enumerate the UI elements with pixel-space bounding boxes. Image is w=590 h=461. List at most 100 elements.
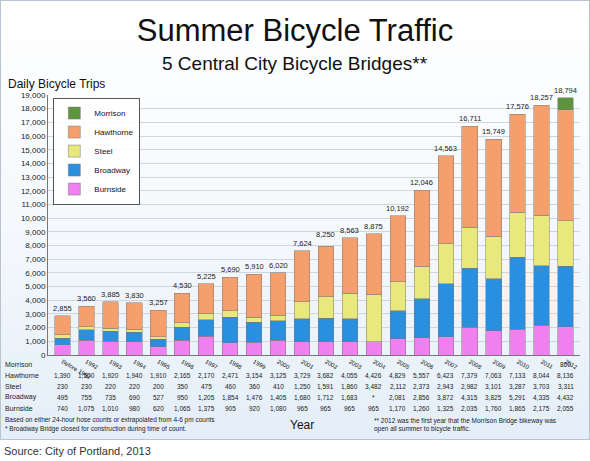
svg-text:1992: 1992 [84, 358, 99, 370]
svg-text:8,563: 8,563 [340, 226, 359, 235]
svg-text:1,325: 1,325 [437, 405, 454, 412]
svg-text:1,712: 1,712 [317, 394, 334, 401]
svg-text:4,055: 4,055 [341, 372, 358, 379]
svg-text:0: 0 [41, 351, 46, 360]
svg-text:8,250: 8,250 [316, 230, 335, 239]
svg-text:3,830: 3,830 [125, 291, 144, 300]
svg-text:965: 965 [320, 405, 331, 412]
svg-text:14,563: 14,563 [434, 144, 457, 153]
svg-text:2,170: 2,170 [198, 372, 215, 379]
svg-text:410: 410 [273, 383, 284, 390]
svg-text:Morrison: Morrison [5, 361, 32, 368]
svg-text:Steel: Steel [94, 147, 112, 156]
svg-text:1,940: 1,940 [126, 372, 143, 379]
svg-text:7,624: 7,624 [293, 239, 312, 248]
svg-text:3,154: 3,154 [246, 372, 263, 379]
svg-text:2003: 2003 [348, 358, 363, 370]
svg-text:920: 920 [249, 405, 260, 412]
svg-text:2008: 2008 [468, 358, 483, 370]
svg-text:18,794: 18,794 [554, 86, 577, 95]
svg-text:3,885: 3,885 [101, 290, 120, 299]
svg-text:2,000: 2,000 [25, 323, 46, 332]
svg-text:1,250: 1,250 [294, 383, 311, 390]
svg-text:200: 200 [153, 383, 164, 390]
svg-text:1,390: 1,390 [54, 372, 71, 379]
svg-text:14,000: 14,000 [21, 159, 46, 168]
svg-text:2,982: 2,982 [461, 383, 478, 390]
svg-text:3,560: 3,560 [77, 294, 96, 303]
svg-text:2,035: 2,035 [461, 405, 478, 412]
svg-text:1,010: 1,010 [102, 405, 119, 412]
svg-text:3,872: 3,872 [437, 394, 454, 401]
svg-text:1,405: 1,405 [270, 394, 287, 401]
svg-text:2001: 2001 [300, 358, 315, 370]
svg-text:1998: 1998 [228, 358, 243, 370]
svg-text:2,175: 2,175 [533, 405, 550, 412]
svg-text:Morrison: Morrison [94, 109, 125, 118]
svg-text:4,432: 4,432 [557, 394, 574, 401]
svg-text:735: 735 [105, 394, 116, 401]
svg-text:965: 965 [368, 405, 379, 412]
svg-text:8,136: 8,136 [557, 372, 574, 379]
svg-text:860: 860 [560, 361, 571, 368]
svg-text:1,860: 1,860 [341, 383, 358, 390]
svg-text:** 2012 was the first year tha: ** 2012 was the first year that the Morr… [374, 417, 557, 433]
svg-text:690: 690 [129, 394, 140, 401]
svg-text:755: 755 [81, 394, 92, 401]
svg-text:10,000: 10,000 [21, 214, 46, 223]
svg-text:2,943: 2,943 [437, 383, 454, 390]
svg-text:4,829: 4,829 [389, 372, 406, 379]
svg-text:Year: Year [290, 418, 314, 432]
svg-text:3,257: 3,257 [149, 298, 168, 307]
svg-text:2,055: 2,055 [557, 405, 574, 412]
svg-text:230: 230 [81, 383, 92, 390]
svg-text:Steel: Steel [5, 383, 21, 390]
svg-text:5,690: 5,690 [221, 265, 240, 274]
svg-text:Burnside: Burnside [94, 185, 126, 194]
svg-text:Summer Bicycle Traffic: Summer Bicycle Traffic [137, 13, 453, 48]
svg-text:1,591: 1,591 [317, 383, 334, 390]
svg-text:2007: 2007 [444, 358, 459, 370]
svg-text:11,000: 11,000 [22, 200, 46, 209]
svg-text:980: 980 [129, 405, 140, 412]
svg-text:3,000: 3,000 [25, 310, 46, 319]
svg-text:8,000: 8,000 [25, 241, 46, 250]
svg-text:740: 740 [57, 405, 68, 412]
svg-text:7,000: 7,000 [25, 255, 46, 264]
svg-text:620: 620 [153, 405, 164, 412]
svg-text:460: 460 [225, 383, 236, 390]
svg-text:495: 495 [57, 394, 68, 401]
svg-text:2,081: 2,081 [389, 394, 406, 401]
svg-text:18,000: 18,000 [21, 104, 46, 113]
svg-text:1997: 1997 [204, 358, 219, 370]
svg-text:Broadway: Broadway [5, 393, 37, 401]
svg-text:7,379: 7,379 [461, 372, 478, 379]
svg-text:2000: 2000 [276, 358, 291, 370]
svg-text:3,703: 3,703 [533, 383, 550, 390]
svg-text:2,165: 2,165 [174, 372, 191, 379]
svg-text:Broadway: Broadway [94, 166, 130, 175]
svg-text:1994: 1994 [132, 358, 147, 370]
svg-text:18,257: 18,257 [530, 93, 553, 102]
svg-text:Burnside: Burnside [5, 405, 33, 412]
svg-text:4,426: 4,426 [365, 372, 382, 379]
svg-text:5 Central City Bicycle Bridges: 5 Central City Bicycle Bridges** [162, 53, 428, 74]
svg-text:1,680: 1,680 [294, 394, 311, 401]
svg-text:12,046: 12,046 [410, 178, 433, 187]
svg-text:Before 1992: Before 1992 [60, 358, 92, 380]
svg-text:9,000: 9,000 [25, 228, 46, 237]
svg-text:1,854: 1,854 [222, 394, 239, 401]
svg-text:15,749: 15,749 [482, 127, 505, 136]
svg-text:3,101: 3,101 [485, 383, 502, 390]
svg-text:16,000: 16,000 [21, 132, 46, 141]
svg-text:1,683: 1,683 [341, 394, 358, 401]
svg-text:5,557: 5,557 [413, 372, 430, 379]
svg-text:5,910: 5,910 [245, 262, 264, 271]
svg-text:2004: 2004 [372, 358, 387, 370]
svg-text:965: 965 [344, 405, 355, 412]
svg-text:1,170: 1,170 [389, 405, 406, 412]
svg-text:1996: 1996 [180, 358, 195, 370]
svg-text:6,423: 6,423 [437, 372, 454, 379]
svg-text:527: 527 [153, 394, 164, 401]
svg-text:1,910: 1,910 [150, 372, 167, 379]
